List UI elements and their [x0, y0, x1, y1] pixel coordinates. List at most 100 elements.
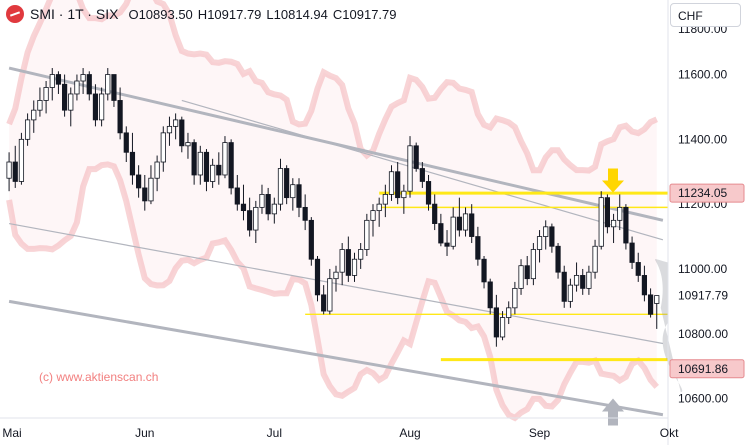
candle-body [296, 184, 302, 208]
band-fill [9, 0, 657, 418]
candle-body [6, 161, 12, 179]
candle-body [210, 164, 216, 182]
candle-body [253, 206, 259, 231]
candle-body [240, 203, 247, 212]
candle-body [469, 213, 475, 237]
channel-outer-bottom [8, 299, 664, 417]
candle-body [142, 187, 148, 202]
candle-body [604, 197, 611, 228]
candle-body [598, 197, 604, 247]
band-upper-line [6, 0, 658, 174]
candle-body [654, 295, 660, 304]
candle-body [43, 87, 49, 101]
candle-body [647, 294, 654, 315]
candle-body [345, 249, 351, 276]
candle-body [259, 194, 265, 208]
candle-body [68, 93, 74, 111]
candle-body [284, 168, 290, 199]
candle-body [271, 203, 277, 215]
candle-body [74, 80, 80, 95]
price-badge-label: 11234.05 [678, 186, 727, 200]
price-badge [669, 183, 745, 203]
candle-body [55, 74, 62, 85]
candle-body [580, 275, 586, 289]
candle-body [49, 74, 55, 88]
aktienscan-logo-icon [6, 5, 24, 23]
candle-body [265, 194, 271, 215]
currency-button[interactable]: CHF [670, 3, 741, 27]
candle-body [444, 242, 450, 247]
y-axis-tick: 10800.00 [678, 327, 728, 341]
candle-body [401, 190, 407, 199]
candle-body [419, 168, 425, 182]
candle-body [425, 181, 432, 205]
candle-body [481, 258, 487, 283]
candle-body [518, 265, 524, 289]
candle-body [247, 210, 253, 231]
candle-body [24, 119, 31, 140]
candle-body [610, 219, 617, 228]
candle-body [635, 262, 641, 276]
candle-body [456, 216, 462, 231]
candle-body [105, 74, 111, 95]
candle-body [623, 206, 629, 244]
candle-body [555, 245, 561, 273]
candle-body [561, 271, 567, 302]
low-value: 10814.94 [273, 6, 328, 22]
symbol-header: SMI · 1T · SIX O 10893.50 H 10917.79 L 1081… [6, 5, 397, 23]
last-price-label: 10917.79 [678, 289, 728, 303]
candle-body [506, 307, 512, 318]
candle-body [136, 174, 142, 189]
candle-body [117, 100, 123, 134]
candle-body [86, 74, 92, 95]
x-axis-label: Jun [135, 426, 154, 440]
x-axis-label: Aug [399, 426, 420, 440]
candle-body [567, 284, 573, 302]
close-value: 10917.79 [342, 6, 397, 22]
candle-body [166, 125, 173, 134]
y-axis-tick: 11400.00 [678, 132, 727, 146]
candle-body [395, 171, 401, 199]
x-axis-label: Sep [529, 426, 551, 440]
candle-body [549, 226, 555, 247]
candle-body [234, 187, 240, 205]
candle-body [179, 119, 185, 147]
candle-body [524, 265, 530, 280]
symbol-label[interactable]: SMI · 1T · SIX [30, 6, 119, 22]
candle-body [185, 142, 191, 147]
candle-body [333, 271, 339, 280]
candle-body [573, 275, 580, 286]
candle-body [351, 258, 358, 276]
low-label: L [266, 6, 274, 22]
candle-body [388, 171, 395, 195]
high-value: 10917.79 [207, 6, 262, 22]
candle-body [499, 317, 506, 338]
channel-outer-top [8, 66, 664, 222]
candle-body [617, 206, 623, 221]
candle-body [302, 206, 308, 221]
candle-body [31, 109, 37, 121]
candle-body [530, 249, 536, 280]
candle-body [450, 216, 456, 247]
y-axis-tick: 11600.00 [678, 68, 727, 82]
candle-body [277, 168, 284, 205]
candle-body [308, 219, 314, 260]
watermark: (c) www.aktienscan.ch [39, 370, 159, 384]
candle-body [586, 271, 592, 289]
candle-body [407, 145, 413, 192]
y-axis-tick: 10600.00 [678, 392, 728, 406]
candle-body [18, 138, 25, 182]
candle-body [99, 93, 105, 121]
candle-body [339, 249, 345, 273]
candle-body [641, 275, 648, 296]
x-axis-label: Mai [2, 426, 21, 440]
candle-body [629, 242, 635, 263]
candle-body [413, 145, 419, 169]
candle-body [536, 236, 543, 250]
x-axis-label: Jul [267, 426, 282, 440]
candle-body [493, 307, 499, 338]
candle-body [173, 119, 179, 127]
candle-body [321, 294, 327, 312]
